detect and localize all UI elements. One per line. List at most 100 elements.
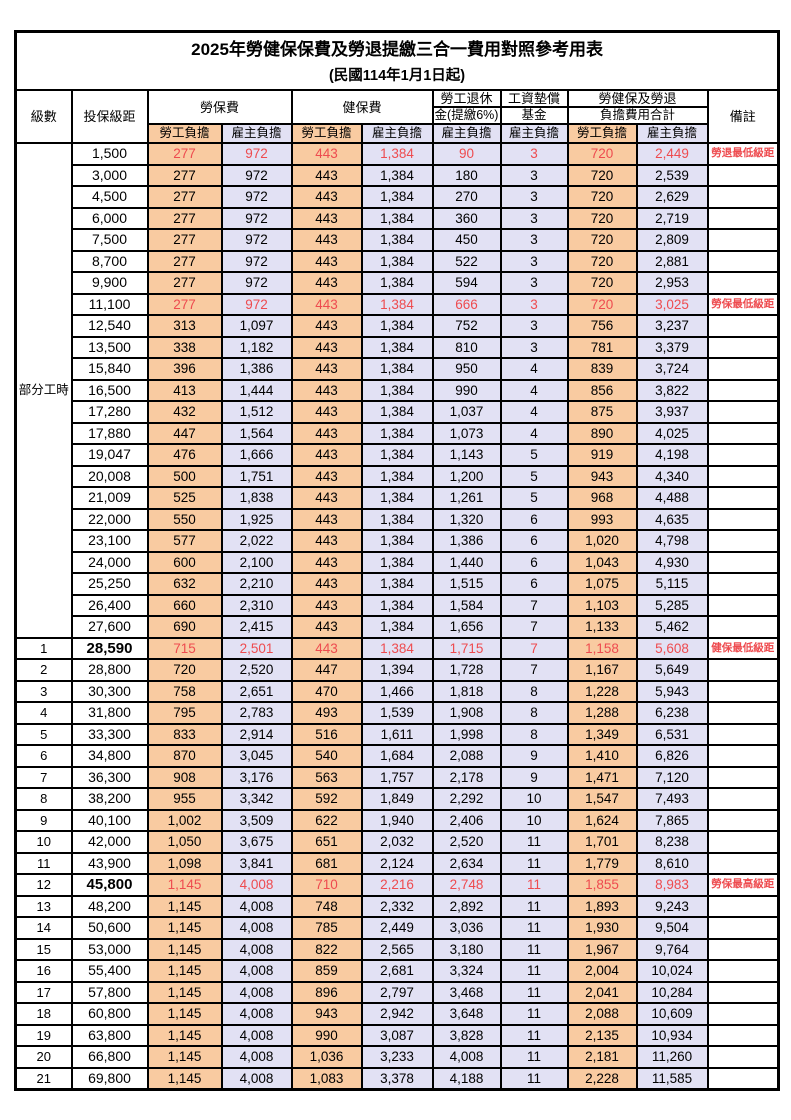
cell-salary-bracket: 16,500 bbox=[70, 378, 149, 402]
cell-value: 2,406 bbox=[431, 808, 502, 832]
cell-value: 443 bbox=[290, 529, 363, 553]
cell-value: 720 bbox=[566, 249, 638, 273]
cell-value: 2,032 bbox=[360, 830, 434, 854]
table-row: 23,100 577 2,022 443 1,384 1,386 6 1,020 4,798 bbox=[16, 529, 780, 553]
cell-value: 1,097 bbox=[220, 314, 293, 338]
cell-value: 2,310 bbox=[220, 593, 293, 617]
cell-salary-bracket: 57,800 bbox=[70, 980, 149, 1004]
cell-value: 758 bbox=[146, 679, 223, 703]
cell-salary-bracket: 12,540 bbox=[70, 314, 149, 338]
table-row: 13 48,200 1,145 4,008 748 2,332 2,892 11 1,893 9,… bbox=[14, 894, 780, 918]
subheader-labor-employee: 勞工負擔 bbox=[146, 123, 223, 144]
cell-remark bbox=[706, 335, 780, 359]
cell-value: 476 bbox=[146, 443, 223, 467]
cell-value: 11 bbox=[499, 1066, 569, 1091]
cell-value: 3 bbox=[499, 206, 569, 230]
subheader-labor-employer: 雇主負擔 bbox=[220, 123, 293, 144]
cell-value: 8 bbox=[499, 679, 569, 703]
cell-value: 943 bbox=[566, 464, 638, 488]
cell-value: 6 bbox=[499, 507, 569, 531]
cell-value: 443 bbox=[290, 507, 363, 531]
cell-value: 4,930 bbox=[635, 550, 709, 574]
cell-value: 781 bbox=[566, 335, 638, 359]
cell-remark: 勞保最低級距 bbox=[706, 292, 780, 316]
cell-value: 972 bbox=[220, 163, 293, 187]
cell-value: 4,008 bbox=[220, 916, 293, 940]
cell-value: 1,394 bbox=[360, 658, 434, 682]
cell-value: 5,608 bbox=[635, 636, 709, 660]
cell-value: 277 bbox=[146, 249, 223, 273]
cell-value: 3,233 bbox=[360, 1045, 434, 1069]
cell-value: 2,651 bbox=[220, 679, 293, 703]
table-row: 15 53,000 1,145 4,008 822 2,565 3,180 11 1,967 9,… bbox=[14, 937, 780, 961]
table-row: 20 66,800 1,145 4,008 1,036 3,233 4,008 11 2,181… bbox=[14, 1045, 780, 1069]
cell-value: 5,649 bbox=[635, 658, 709, 682]
cell-value: 1,684 bbox=[360, 744, 434, 768]
cell-salary-bracket: 23,100 bbox=[70, 529, 149, 553]
cell-level: 11 bbox=[14, 851, 73, 875]
cell-value: 2,004 bbox=[566, 959, 638, 983]
cell-value: 660 bbox=[146, 593, 223, 617]
table-row: 21 69,800 1,145 4,008 1,083 3,378 4,188 11 2,228… bbox=[14, 1066, 780, 1091]
cell-value: 1,384 bbox=[360, 378, 434, 402]
cell-value: 1,133 bbox=[566, 615, 638, 639]
cell-level: 6 bbox=[14, 744, 73, 768]
cell-value: 4,008 bbox=[220, 1023, 293, 1047]
cell-level: 2 bbox=[14, 658, 73, 682]
cell-value: 5 bbox=[499, 464, 569, 488]
cell-value: 2,797 bbox=[360, 980, 434, 1004]
cell-value: 7 bbox=[499, 636, 569, 660]
cell-value: 3,378 bbox=[360, 1066, 434, 1091]
cell-level: 7 bbox=[14, 765, 73, 789]
cell-remark bbox=[706, 722, 780, 746]
cell-value: 413 bbox=[146, 378, 223, 402]
cell-value: 4,340 bbox=[635, 464, 709, 488]
cell-value: 993 bbox=[566, 507, 638, 531]
cell-remark: 勞保最高級距 bbox=[706, 873, 780, 897]
cell-value: 11 bbox=[499, 1045, 569, 1069]
cell-value: 3,937 bbox=[635, 400, 709, 424]
cell-value: 1,410 bbox=[566, 744, 638, 768]
title-row: 2025年勞健保保費及勞退提繳三合一費用對照參考用表 (民國114年1月1日起) bbox=[14, 30, 780, 91]
cell-value: 7 bbox=[499, 615, 569, 639]
cell-remark bbox=[706, 550, 780, 574]
cell-salary-bracket: 13,500 bbox=[70, 335, 149, 359]
cell-salary-bracket: 25,250 bbox=[70, 572, 149, 596]
table-row: 9 40,100 1,002 3,509 622 1,940 2,406 10 1,624 7,8… bbox=[14, 808, 780, 832]
cell-value: 2,124 bbox=[360, 851, 434, 875]
table-row: 26,400 660 2,310 443 1,384 1,584 7 1,103 5,285 bbox=[16, 593, 780, 617]
cell-value: 6 bbox=[499, 572, 569, 596]
cell-value: 443 bbox=[290, 206, 363, 230]
cell-value: 785 bbox=[290, 916, 363, 940]
table-row: 19 63,800 1,145 4,008 990 3,087 3,828 11 2,135 10… bbox=[14, 1023, 780, 1047]
cell-value: 720 bbox=[566, 142, 638, 166]
cell-salary-bracket: 38,200 bbox=[70, 787, 149, 811]
cell-value: 4,008 bbox=[220, 873, 293, 897]
cell-value: 715 bbox=[146, 636, 223, 660]
subheader-total-employer: 雇主負擔 bbox=[635, 123, 709, 144]
col-header-remarks: 備註 bbox=[706, 89, 780, 144]
cell-value: 972 bbox=[220, 249, 293, 273]
cell-value: 3,045 bbox=[220, 744, 293, 768]
cell-value: 1,288 bbox=[566, 701, 638, 725]
cell-value: 5 bbox=[499, 486, 569, 510]
cell-value: 1,539 bbox=[360, 701, 434, 725]
cell-value: 2,415 bbox=[220, 615, 293, 639]
cell-value: 666 bbox=[431, 292, 502, 316]
page-subtitle: (民國114年1月1日起) bbox=[328, 68, 466, 84]
cell-salary-bracket: 53,000 bbox=[70, 937, 149, 961]
cell-value: 908 bbox=[146, 765, 223, 789]
cell-remark bbox=[706, 228, 780, 252]
cell-value: 443 bbox=[290, 636, 363, 660]
cell-value: 4 bbox=[499, 378, 569, 402]
cell-value: 432 bbox=[146, 400, 223, 424]
cell-value: 1,043 bbox=[566, 550, 638, 574]
cell-value: 443 bbox=[290, 163, 363, 187]
cell-remark bbox=[706, 851, 780, 875]
table-row: 16 55,400 1,145 4,008 859 2,681 3,324 11 2,004 10… bbox=[14, 959, 780, 983]
cell-value: 1,073 bbox=[431, 421, 502, 445]
cell-value: 1,158 bbox=[566, 636, 638, 660]
cell-value: 2,088 bbox=[566, 1002, 638, 1026]
cell-value: 1,145 bbox=[146, 1066, 223, 1091]
cell-salary-bracket: 28,800 bbox=[70, 658, 149, 682]
